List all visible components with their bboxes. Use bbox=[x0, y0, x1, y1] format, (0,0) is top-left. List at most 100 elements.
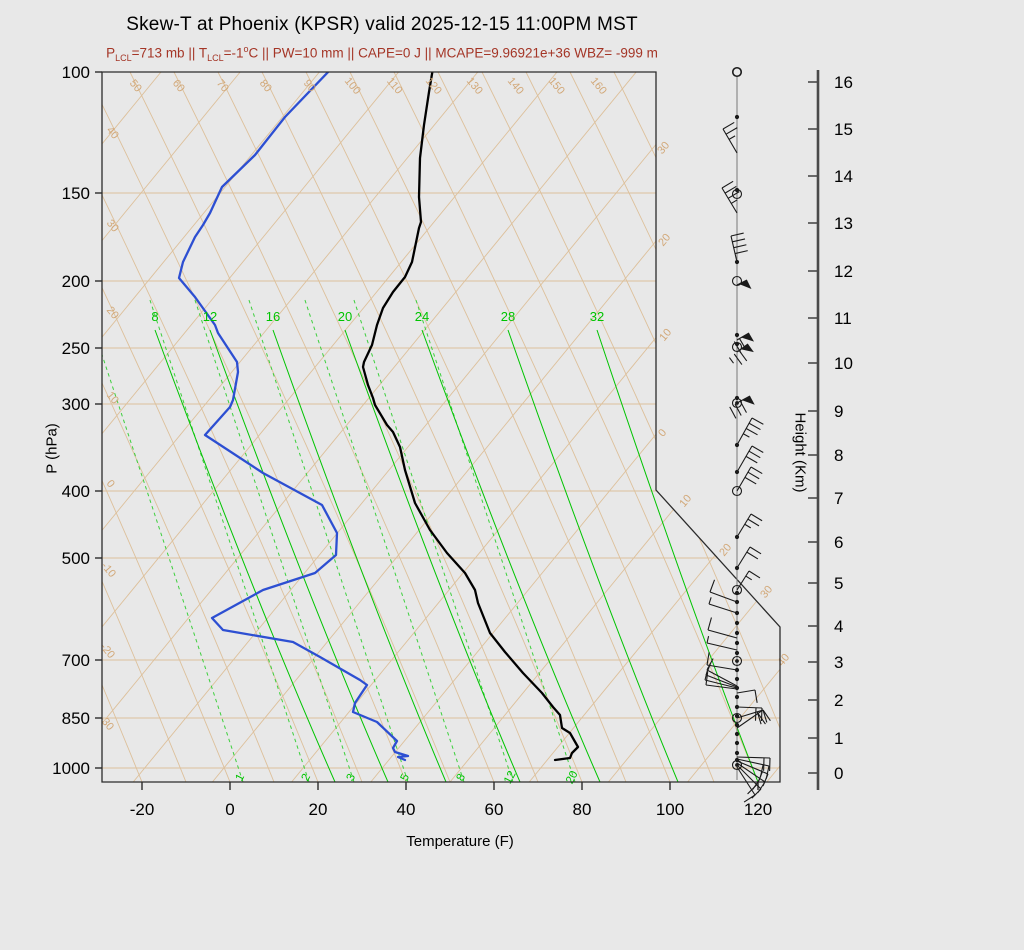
svg-text:28: 28 bbox=[501, 309, 515, 324]
dry-adiabat-line bbox=[437, 72, 759, 782]
svg-text:2: 2 bbox=[834, 691, 843, 710]
x-axis-title: Temperature (F) bbox=[406, 833, 514, 850]
level-dot-marker bbox=[734, 332, 740, 338]
moist-adiabat-line bbox=[154, 329, 336, 782]
wind-barb-shaft bbox=[705, 684, 738, 690]
svg-text:3: 3 bbox=[345, 772, 359, 783]
level-dot-marker bbox=[734, 740, 740, 746]
wind-barb-shaft bbox=[736, 546, 751, 569]
wind-barb-tick bbox=[747, 518, 760, 527]
moist-adiabat-line bbox=[507, 329, 679, 782]
wind-barb-tick bbox=[705, 672, 709, 686]
svg-text:-30: -30 bbox=[97, 713, 116, 733]
wind-barb-halftick bbox=[728, 357, 734, 364]
dry-adiabat-line bbox=[102, 72, 319, 782]
wind-barb-tick bbox=[747, 784, 758, 795]
isotherm-line bbox=[102, 72, 162, 782]
isotherm-line bbox=[132, 72, 716, 782]
isotherm-line bbox=[102, 72, 637, 782]
wind-barb-tick bbox=[751, 417, 764, 425]
dry-adiabat-line bbox=[349, 72, 671, 782]
svg-text:12: 12 bbox=[203, 309, 217, 324]
dry-adiabat-line bbox=[393, 72, 715, 782]
level-dot-marker bbox=[734, 630, 740, 636]
isotherm-line bbox=[528, 72, 780, 782]
svg-text:0: 0 bbox=[225, 800, 234, 819]
svg-text:15: 15 bbox=[834, 120, 853, 139]
wind-flag-icon bbox=[738, 280, 752, 289]
svg-text:20: 20 bbox=[338, 309, 352, 324]
wind-barb-tick bbox=[750, 466, 763, 475]
svg-text:12: 12 bbox=[834, 262, 853, 281]
isotherm-line bbox=[291, 72, 780, 782]
svg-text:140: 140 bbox=[505, 75, 526, 97]
wind-barb-tick bbox=[739, 400, 747, 413]
wind-barb-tick bbox=[733, 244, 747, 249]
wind-barb-shaft bbox=[721, 187, 738, 214]
skewt-grid bbox=[102, 72, 780, 782]
chart-title: Skew-T at Phoenix (KPSR) valid 2025-12-1… bbox=[126, 14, 638, 35]
svg-text:150: 150 bbox=[62, 184, 90, 203]
svg-text:8: 8 bbox=[455, 772, 469, 783]
level-dot-marker bbox=[734, 620, 740, 626]
svg-text:11: 11 bbox=[834, 309, 852, 328]
wind-barb-shaft bbox=[736, 766, 756, 796]
dry-adiabat-line bbox=[481, 72, 780, 782]
level-circle-marker bbox=[731, 275, 743, 287]
svg-text:20: 20 bbox=[656, 232, 673, 249]
wind-barb-shaft bbox=[736, 513, 752, 538]
wind-barb-tick bbox=[730, 232, 744, 237]
wind-flag-icon bbox=[742, 396, 755, 405]
svg-text:2: 2 bbox=[300, 772, 314, 783]
svg-text:1: 1 bbox=[234, 772, 248, 783]
wind-barb-tick bbox=[762, 709, 771, 722]
level-dot-marker bbox=[734, 187, 740, 193]
level-dot-marker bbox=[734, 114, 740, 120]
wind-barb-shaft bbox=[704, 679, 738, 689]
mixing-ratio-line bbox=[304, 299, 465, 782]
svg-text:50: 50 bbox=[127, 78, 144, 95]
wind-barb-tick bbox=[745, 455, 758, 464]
svg-text:150: 150 bbox=[546, 75, 567, 97]
wind-barb-column bbox=[704, 66, 771, 803]
moist-adiabat-line bbox=[344, 329, 521, 782]
wind-barb-shaft bbox=[736, 706, 763, 709]
wind-barb-halftick bbox=[708, 597, 712, 605]
wind-barb-tick bbox=[748, 422, 761, 431]
chart-subtitle-stats: PLCL=713 mb || TLCL=-1oC || PW=10 mm || … bbox=[106, 44, 658, 64]
wind-barb-shaft bbox=[705, 674, 738, 688]
svg-text:80: 80 bbox=[573, 800, 592, 819]
svg-text:7: 7 bbox=[834, 489, 843, 508]
wind-barb-tick bbox=[704, 667, 709, 681]
level-circledot-marker bbox=[731, 655, 743, 667]
wind-barb-tick bbox=[727, 191, 740, 199]
wind-barb-halftick bbox=[706, 636, 710, 644]
svg-text:9: 9 bbox=[834, 402, 843, 421]
wind-barb-shaft bbox=[707, 629, 738, 639]
svg-text:100: 100 bbox=[62, 63, 90, 82]
level-circle-marker bbox=[731, 66, 743, 78]
svg-text:130: 130 bbox=[464, 75, 485, 97]
dry-adiabat-line bbox=[102, 72, 275, 782]
svg-text:8: 8 bbox=[151, 309, 158, 324]
svg-text:40: 40 bbox=[397, 800, 416, 819]
dewpoint-trace bbox=[177, 72, 410, 762]
svg-text:110: 110 bbox=[384, 75, 404, 96]
wind-flag-icon bbox=[741, 333, 755, 342]
svg-text:120: 120 bbox=[423, 75, 444, 97]
dry-adiabat-line bbox=[217, 72, 539, 782]
dry-adiabat-line bbox=[102, 72, 231, 782]
wind-barb-tick bbox=[746, 551, 759, 560]
svg-text:250: 250 bbox=[62, 339, 90, 358]
wind-barb-halftick bbox=[742, 433, 750, 438]
svg-text:4: 4 bbox=[834, 617, 843, 636]
svg-text:16: 16 bbox=[266, 309, 280, 324]
dry-adiabat-line bbox=[129, 72, 451, 782]
svg-text:80: 80 bbox=[257, 78, 274, 95]
dry-adiabat-line bbox=[102, 72, 187, 782]
temperature-trace bbox=[361, 72, 580, 762]
wind-barb-tick bbox=[738, 350, 748, 362]
svg-text:0: 0 bbox=[656, 427, 669, 439]
wind-barb-shaft bbox=[736, 417, 753, 446]
